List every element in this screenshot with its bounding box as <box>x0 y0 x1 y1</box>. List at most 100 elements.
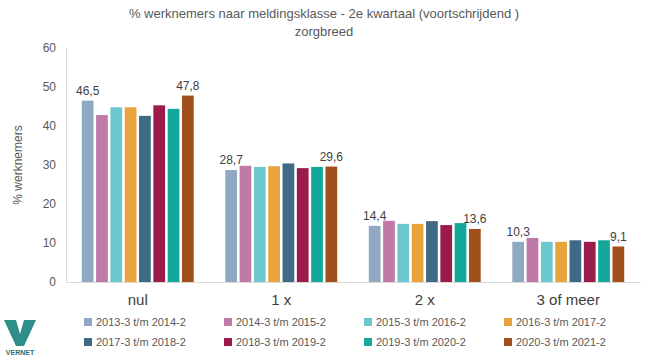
legend-label: 2019-3 t/m 2020-2 <box>376 336 466 348</box>
y-tick: 10 <box>43 236 66 250</box>
bar <box>182 96 194 282</box>
legend-item: 2016-3 t/m 2017-2 <box>504 316 606 328</box>
bars <box>82 96 624 282</box>
bar <box>325 167 337 282</box>
subtitle: zorgbreed <box>295 24 354 39</box>
bar <box>283 163 295 282</box>
bar <box>412 224 424 282</box>
legend-swatch <box>224 338 232 346</box>
bar <box>426 221 438 282</box>
y-tick-label: 60 <box>43 41 57 55</box>
legend-item: 2017-3 t/m 2018-2 <box>84 336 186 348</box>
bar <box>570 240 582 282</box>
legend-label: 2013-3 t/m 2014-2 <box>96 316 186 328</box>
y-tick-label: 30 <box>43 158 57 172</box>
y-tick: 20 <box>43 197 66 211</box>
bar <box>383 221 395 282</box>
legend-item: 2020-3 t/m 2021-2 <box>504 336 606 348</box>
x-tick-label: 3 of meer <box>537 291 600 308</box>
bar <box>254 167 266 282</box>
legend-swatch <box>84 338 92 346</box>
legend-label: 2014-3 t/m 2015-2 <box>236 316 326 328</box>
x-tick-label: 1 x <box>271 291 292 308</box>
legend-swatch <box>364 338 372 346</box>
x-tick: 1 x <box>271 282 292 308</box>
data-label: 28,7 <box>219 153 243 167</box>
legend-item: 2014-3 t/m 2015-2 <box>224 316 326 328</box>
annotation: VERNET <box>6 349 35 356</box>
bar <box>311 167 323 282</box>
y-tick-label: 10 <box>43 236 57 250</box>
bar <box>225 170 237 282</box>
x-tick: 3 of meer <box>537 282 600 308</box>
data-labels: 46,5 28,7 14,4 10,3 47,8 29,6 13,6 9,1 <box>76 79 627 244</box>
x-tick-label: 2 x <box>415 291 436 308</box>
logo <box>4 320 36 346</box>
data-label: 46,5 <box>76 84 100 98</box>
series <box>82 101 524 282</box>
plot: 0 10 20 30 40 50 60 nul 1 x 2 x 3 of meer 46,5 28,7 1… <box>43 41 641 307</box>
bar <box>455 223 467 282</box>
bar <box>139 116 151 282</box>
data-label: 47,8 <box>176 79 200 93</box>
x-axis: nul 1 x 2 x 3 of meer <box>67 282 641 308</box>
legend: 2013-3 t/m 2014-2 2014-3 t/m 2015-2 2015-3… <box>84 316 606 348</box>
legend-item: 2015-3 t/m 2016-2 <box>364 316 466 328</box>
y-tick: 50 <box>43 80 66 94</box>
bar <box>598 240 610 282</box>
bar <box>240 166 252 282</box>
legend-item: 2013-3 t/m 2014-2 <box>84 316 186 328</box>
bar <box>153 105 165 282</box>
y-axis: 0 10 20 30 40 50 60 <box>43 41 67 289</box>
bar <box>584 242 596 282</box>
legend-item: 2019-3 t/m 2020-2 <box>364 336 466 348</box>
data-label: 13,6 <box>463 212 487 226</box>
logo-shape <box>4 320 36 346</box>
y-tick-label: 50 <box>43 80 57 94</box>
y-tick-label: 40 <box>43 119 57 133</box>
data-label: 14,4 <box>363 209 387 223</box>
data-label: 10,3 <box>506 225 530 239</box>
title: % werknemers naar meldingsklasse - 2e kw… <box>129 6 519 21</box>
y-tick-label: 20 <box>43 197 57 211</box>
bar <box>555 242 567 282</box>
bar <box>440 225 452 282</box>
legend-swatch <box>84 318 92 326</box>
legend-label: 2020-3 t/m 2021-2 <box>516 336 606 348</box>
bar <box>297 168 309 282</box>
legend-label: 2016-3 t/m 2017-2 <box>516 316 606 328</box>
x-axis-line <box>67 282 641 283</box>
y-tick: 60 <box>43 41 66 55</box>
bar <box>110 107 122 282</box>
series <box>168 109 610 282</box>
data-label: 29,6 <box>320 150 344 164</box>
legend-item: 2018-3 t/m 2019-2 <box>224 336 326 348</box>
x-tick-label: nul <box>128 291 148 308</box>
bar <box>96 115 108 282</box>
legend-label: 2015-3 t/m 2016-2 <box>376 316 466 328</box>
bar <box>397 224 409 282</box>
bar <box>168 109 180 282</box>
series <box>182 96 624 282</box>
y-tick: 0 <box>49 275 66 289</box>
y-tick-label: 0 <box>49 275 56 289</box>
bar <box>527 238 539 282</box>
series <box>139 116 581 282</box>
y-tick: 30 <box>43 158 66 172</box>
legend-swatch <box>224 318 232 326</box>
bar <box>469 229 481 282</box>
series <box>110 107 552 282</box>
data-label: 9,1 <box>610 230 627 244</box>
x-tick: nul <box>128 282 148 308</box>
x-tick: 2 x <box>415 282 436 308</box>
legend-swatch <box>364 318 372 326</box>
bar <box>612 247 624 282</box>
bar <box>369 226 381 282</box>
bar <box>125 107 137 282</box>
legend-label: 2018-3 t/m 2019-2 <box>236 336 326 348</box>
y-axis-title: % werknemers <box>11 125 25 204</box>
bar <box>512 242 524 282</box>
legend-swatch <box>504 318 512 326</box>
y-tick: 40 <box>43 119 66 133</box>
legend-swatch <box>504 338 512 346</box>
